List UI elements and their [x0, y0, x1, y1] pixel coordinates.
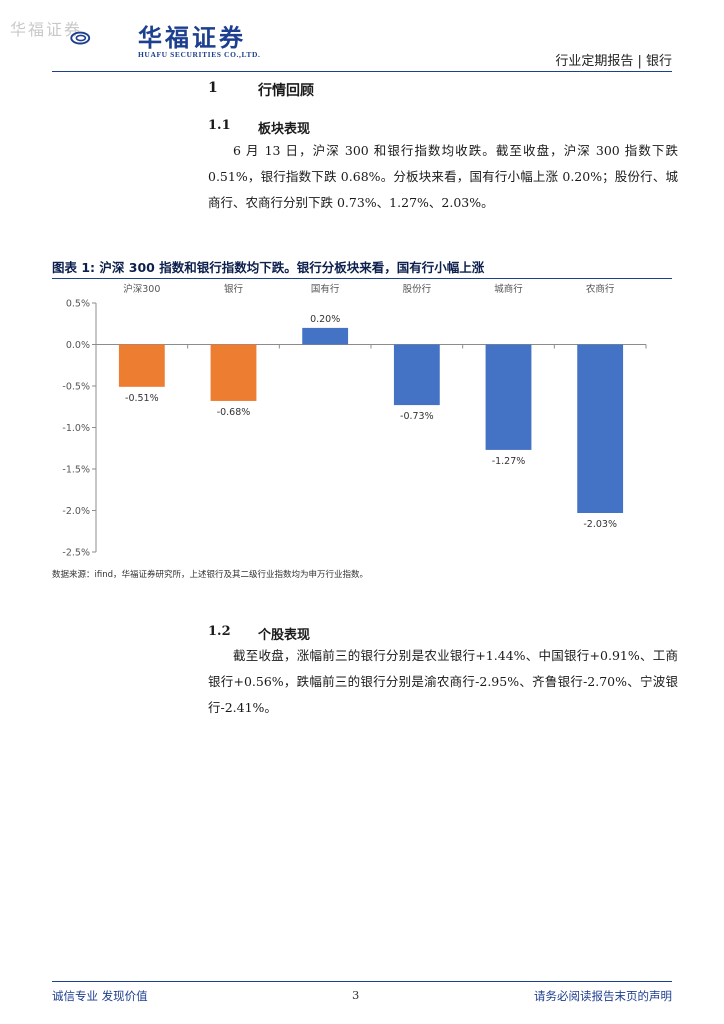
category-label: 银行: [224, 283, 244, 295]
logo-chinese-name: 华福证券: [138, 24, 246, 52]
data-label: -1.27%: [492, 456, 526, 467]
y-tick-label: -2.0%: [62, 506, 90, 517]
y-tick-label: -2.5%: [62, 548, 90, 559]
section-1-1-title: 板块表现: [258, 122, 311, 137]
y-tick-label: -1.0%: [62, 423, 90, 434]
y-tick-label: 0.0%: [66, 340, 90, 351]
bar: [393, 344, 440, 406]
section-1-1-paragraph: 6 月 13 日，沪深 300 和银行指数均收跌。截至收盘，沪深 300 指数下…: [208, 143, 678, 210]
header-divider: [52, 71, 672, 72]
section-1-title: 行情回顾: [258, 83, 314, 99]
data-label: 0.20%: [310, 314, 340, 325]
report-type: 行业定期报告: [555, 54, 634, 69]
y-tick-label: -1.5%: [62, 465, 90, 476]
watermark-text: 华福证券: [10, 20, 83, 39]
report-category: 行业定期报告 | 银行: [555, 50, 672, 69]
section-1-2-body: 截至收盘，涨幅前三的银行分别是农业银行+1.44%、中国银行+0.91%、工商银…: [208, 643, 678, 721]
bar: [118, 344, 165, 387]
footer-disclaimer: 请务必阅读报告末页的声明: [534, 989, 672, 1003]
y-tick-label: -0.5%: [62, 382, 90, 393]
section-1-2-title: 个股表现: [258, 628, 311, 643]
bar: [485, 344, 532, 450]
footer-slogan: 诚信专业 发现价值: [52, 989, 148, 1003]
page-number: 3: [352, 988, 360, 1002]
bar-chart: 0.5% 0.0% -0.5% -1.0% -1.5% -2.0% -2.5% -0.51% 沪…: [62, 283, 647, 559]
category-label: 股份行: [403, 283, 432, 295]
y-tick-label: 0.5%: [66, 299, 90, 310]
category-label: 农商行: [586, 283, 615, 295]
company-logo-icon: [70, 31, 91, 45]
data-label: -0.51%: [125, 393, 159, 404]
category-label: 沪深300: [123, 283, 160, 295]
industry-label: 银行: [645, 54, 672, 69]
figure-source: 数据来源：ifind，华福证券研究所，上述银行及其二级行业指数均为申万行业指数。: [52, 570, 369, 580]
bar: [302, 327, 349, 345]
category-label: 城商行: [494, 283, 523, 295]
section-1-1-number: 1.1: [208, 118, 231, 133]
footer-divider: [52, 981, 672, 982]
data-label: -0.73%: [400, 411, 434, 422]
bar: [577, 344, 624, 513]
bar: [210, 344, 257, 401]
category-label: 国有行: [311, 283, 340, 295]
figure-title: 图表 1: 沪深 300 指数和银行指数均下跌。银行分板块来看，国有行小幅上涨: [52, 257, 672, 279]
section-1-2-number: 1.2: [208, 624, 231, 639]
data-label: -0.68%: [217, 407, 251, 418]
header-separator: |: [637, 54, 646, 69]
section-1-1-body: 6 月 13 日，沪深 300 和银行指数均收跌。截至收盘，沪深 300 指数下…: [208, 138, 678, 216]
logo-english-name: HUAFU SECURITIES CO.,LTD.: [138, 50, 261, 59]
section-1-number: 1: [208, 80, 218, 96]
section-1-2-paragraph: 截至收盘，涨幅前三的银行分别是农业银行+1.44%、中国银行+0.91%、工商银…: [208, 648, 678, 715]
data-label: -2.03%: [583, 519, 617, 530]
